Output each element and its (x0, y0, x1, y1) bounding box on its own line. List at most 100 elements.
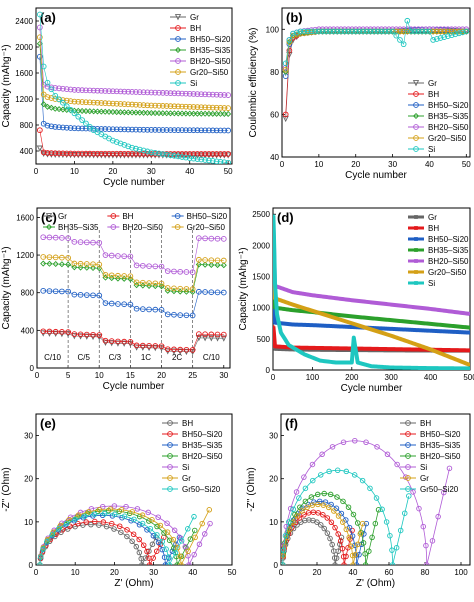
data-point (318, 311, 321, 315)
data-point (390, 348, 393, 351)
data-point (447, 355, 450, 358)
series-5 (273, 234, 470, 367)
data-point (308, 28, 315, 35)
data-point (388, 348, 392, 351)
data-point (360, 362, 363, 365)
data-point (351, 325, 355, 329)
data-point (221, 159, 228, 164)
data-point (371, 365, 374, 368)
data-point (400, 338, 404, 341)
data-point (154, 532, 160, 538)
data-point (394, 366, 398, 369)
series-band (273, 242, 470, 330)
data-point (454, 358, 457, 361)
data-point (221, 152, 228, 159)
data-point (372, 301, 375, 304)
data-point (189, 286, 196, 292)
data-point (348, 543, 355, 550)
data-point (411, 28, 418, 35)
data-point (426, 28, 433, 35)
data-point (209, 127, 216, 134)
data-point (286, 346, 290, 349)
data-point (133, 101, 139, 108)
data-point (144, 109, 151, 116)
data-point (202, 257, 208, 263)
data-point (350, 315, 353, 318)
data-point (458, 331, 461, 334)
data-point (136, 549, 143, 556)
series-5 (281, 501, 366, 565)
data-point (396, 319, 399, 322)
data-point (291, 303, 294, 306)
legend-label: BH35–Si35 (420, 441, 461, 450)
data-point (466, 349, 469, 352)
data-point (142, 555, 149, 561)
data-point (350, 562, 356, 565)
data-point (462, 312, 466, 315)
data-point (450, 348, 454, 352)
data-point (201, 335, 209, 342)
data-point (440, 323, 443, 327)
data-point (293, 309, 297, 312)
data-point (300, 346, 304, 349)
data-point (435, 329, 438, 333)
data-point (283, 523, 290, 530)
data-point (418, 321, 421, 324)
data-point (130, 531, 137, 537)
data-point (46, 254, 53, 261)
data-point (198, 104, 205, 111)
data-point (105, 152, 113, 159)
legend-label: Gr (428, 79, 437, 88)
data-point (337, 361, 340, 364)
data-point (434, 329, 437, 333)
data-point (326, 468, 332, 475)
data-point (422, 366, 425, 370)
data-point (325, 314, 328, 317)
data-point (310, 293, 313, 297)
data-point (67, 98, 74, 104)
data-point (404, 328, 407, 331)
x-axis-title: Cycle number (103, 381, 165, 392)
data-point (196, 256, 202, 263)
data-point (442, 367, 445, 370)
data-point (128, 152, 136, 159)
data-point (466, 312, 469, 315)
data-point (363, 300, 367, 303)
data-point (373, 347, 376, 350)
data-point (284, 345, 287, 349)
data-point (400, 41, 407, 48)
x-axis-title: Cycle number (345, 170, 407, 181)
data-point (388, 366, 392, 369)
data-point (127, 301, 134, 308)
data-point (406, 493, 412, 499)
plot-frame (272, 207, 471, 371)
data-point (90, 331, 96, 338)
data-point (225, 159, 232, 164)
data-point (449, 330, 452, 333)
data-point (140, 542, 147, 549)
data-point (299, 323, 302, 326)
data-point (313, 310, 316, 313)
series-line (282, 500, 367, 565)
data-point (368, 301, 371, 304)
data-point (60, 150, 66, 157)
data-point (375, 365, 378, 368)
data-point (434, 323, 437, 326)
data-point (121, 142, 128, 148)
data-point (110, 100, 116, 107)
data-point (171, 311, 177, 318)
data-point (335, 531, 341, 537)
data-point (171, 90, 178, 97)
data-point (83, 87, 89, 94)
data-point (297, 349, 300, 352)
data-point (428, 347, 431, 351)
data-point (351, 315, 355, 318)
data-point (455, 325, 458, 328)
data-point (208, 257, 215, 264)
y-tick-label: 10 (269, 518, 278, 527)
data-point (220, 257, 227, 264)
data-point (105, 108, 113, 115)
data-point (71, 87, 78, 93)
series-line (282, 469, 410, 565)
data-point (221, 127, 228, 134)
